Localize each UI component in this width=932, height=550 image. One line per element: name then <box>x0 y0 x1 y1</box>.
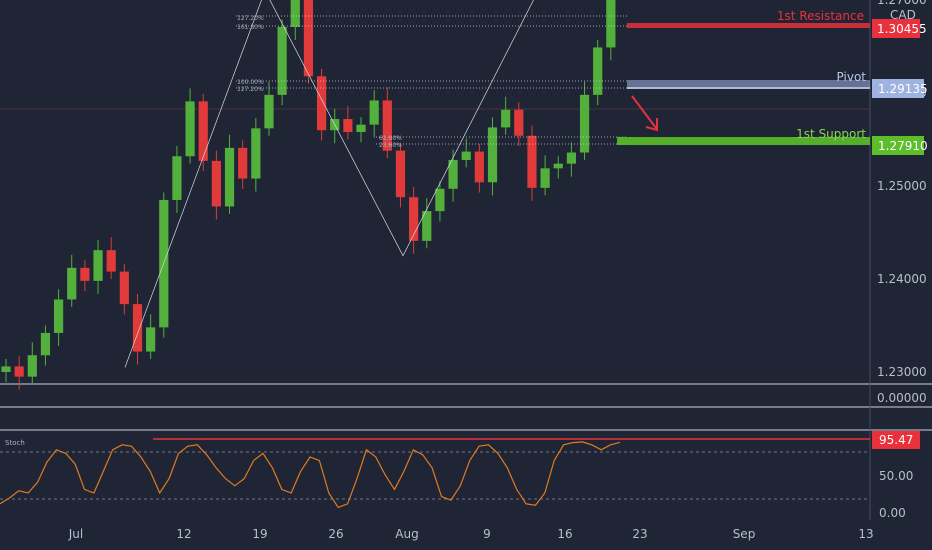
candle[interactable] <box>277 26 287 95</box>
candle[interactable] <box>395 150 406 198</box>
candle[interactable] <box>343 119 353 133</box>
candle[interactable] <box>224 147 235 207</box>
candle[interactable] <box>198 101 208 161</box>
indicator-name: Stoch <box>5 439 25 447</box>
candle[interactable] <box>211 160 221 207</box>
pivot-label: Pivot <box>837 70 867 84</box>
price-tick-label: 1.25000 <box>877 179 927 193</box>
candle[interactable] <box>540 168 550 188</box>
candle[interactable] <box>40 332 51 356</box>
candle[interactable] <box>514 109 524 136</box>
price-tick-label: 1.27000 <box>877 0 927 7</box>
candle[interactable] <box>238 147 248 179</box>
candle[interactable] <box>382 100 392 151</box>
candle[interactable] <box>527 135 537 188</box>
candle[interactable] <box>566 152 577 164</box>
candle[interactable] <box>422 211 432 241</box>
candle[interactable] <box>369 100 379 125</box>
down-arrow-icon <box>631 95 658 132</box>
candle[interactable] <box>579 94 590 153</box>
support-price-tag-text: 1.27910 <box>878 139 928 153</box>
stoch-line[interactable] <box>0 441 621 509</box>
candle[interactable] <box>461 151 471 160</box>
stoch-tick: 50.00 <box>879 469 913 483</box>
time-tick-label: 9 <box>483 527 491 541</box>
candle[interactable] <box>264 94 274 129</box>
fib-label: 100.00% <box>237 79 264 86</box>
stoch-value-tag-text: 95.47 <box>879 433 913 447</box>
candle[interactable] <box>80 267 90 281</box>
candle[interactable] <box>172 156 182 200</box>
candle[interactable] <box>93 250 103 281</box>
candle[interactable] <box>290 0 300 27</box>
candle[interactable] <box>106 250 116 272</box>
time-tick-label: 12 <box>176 527 191 541</box>
candle[interactable] <box>53 299 64 333</box>
candle[interactable] <box>303 0 314 77</box>
price-tick-label: 1.24000 <box>877 272 927 286</box>
time-tick-label: 26 <box>328 527 343 541</box>
candle[interactable] <box>316 76 327 131</box>
candle[interactable] <box>67 267 77 300</box>
candle[interactable] <box>474 151 484 183</box>
candle[interactable] <box>553 163 563 169</box>
stoch-value-tag <box>872 431 920 449</box>
time-tick-label: Aug <box>395 527 418 541</box>
resistance-price-tag-text: 1.30455 <box>877 22 927 36</box>
fib-label: 161.80% <box>237 24 264 31</box>
support-zone[interactable] <box>617 137 870 145</box>
candle[interactable] <box>448 159 458 189</box>
candle[interactable] <box>487 127 498 183</box>
price-axis[interactable]: 1.230001.240001.250001.260001.270001.280… <box>877 0 927 379</box>
stoch-tick: 0.00 <box>879 506 906 520</box>
fib-levels: 127.20% 161.80% 100.00% 127.20% 61.80% 2… <box>236 15 628 149</box>
fib-label: 127.20% <box>237 15 264 22</box>
candle[interactable] <box>14 366 24 377</box>
pattern-line[interactable] <box>124 0 627 368</box>
resistance-zone[interactable] <box>627 23 870 28</box>
candle[interactable] <box>593 47 603 95</box>
fib-label: 127.20% <box>237 86 264 93</box>
candle[interactable] <box>501 109 511 128</box>
candle[interactable] <box>146 327 156 352</box>
candle[interactable] <box>185 101 195 157</box>
time-axis[interactable]: Jul 12 19 26 Aug 9 16 23 Sep 13 <box>68 527 874 541</box>
candle[interactable] <box>251 128 261 179</box>
resistance-price-tag <box>872 19 920 38</box>
time-tick-label: Sep <box>733 527 756 541</box>
time-tick-label: 13 <box>858 527 873 541</box>
time-tick-label: 23 <box>632 527 647 541</box>
pivot-zone[interactable] <box>627 80 870 89</box>
candle[interactable] <box>132 304 143 352</box>
currency-label: CAD <box>890 8 916 22</box>
candle[interactable] <box>1 366 11 372</box>
pivot-price-tag <box>872 79 924 98</box>
price-tick-label: 1.23000 <box>877 365 927 379</box>
candle[interactable] <box>356 124 366 133</box>
candle[interactable] <box>27 355 37 377</box>
time-tick-label: 19 <box>252 527 267 541</box>
candle[interactable] <box>409 197 419 241</box>
pivot-price-tag-text: 1.29135 <box>878 82 928 96</box>
support-price-tag <box>872 136 924 155</box>
resistance-label: 1st Resistance <box>777 9 864 23</box>
time-tick-label: 16 <box>557 527 572 541</box>
support-label: 1st Support <box>796 127 866 141</box>
main-pane <box>0 0 870 384</box>
time-tick-label: Jul <box>68 527 83 541</box>
fib-label: 23.60% <box>379 142 402 149</box>
candle[interactable] <box>606 0 616 48</box>
candle[interactable] <box>119 271 129 305</box>
fib-label: 61.80% <box>379 135 402 142</box>
candle[interactable] <box>435 188 445 212</box>
sub-pane-tick: 0.00000 <box>877 391 927 405</box>
